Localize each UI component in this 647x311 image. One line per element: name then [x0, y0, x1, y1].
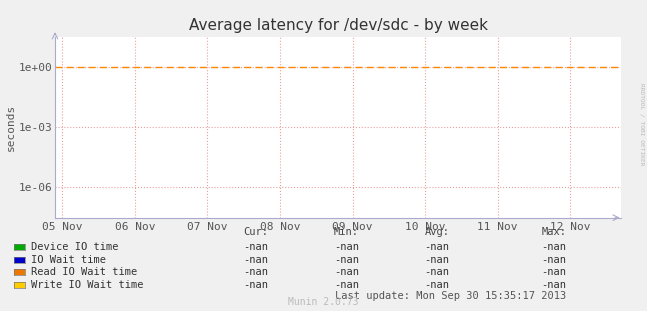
Text: -nan: -nan [424, 242, 450, 252]
Text: -nan: -nan [541, 255, 566, 265]
Text: -nan: -nan [243, 267, 269, 277]
Title: Average latency for /dev/sdc - by week: Average latency for /dev/sdc - by week [188, 18, 488, 33]
Text: Device IO time: Device IO time [31, 242, 118, 252]
Text: -nan: -nan [334, 255, 359, 265]
Y-axis label: seconds: seconds [6, 104, 16, 151]
Text: IO Wait time: IO Wait time [31, 255, 106, 265]
Text: -nan: -nan [541, 242, 566, 252]
Text: -nan: -nan [424, 255, 450, 265]
Text: -nan: -nan [334, 267, 359, 277]
Text: Cur:: Cur: [243, 227, 269, 237]
Text: Write IO Wait time: Write IO Wait time [31, 280, 144, 290]
Text: Avg:: Avg: [424, 227, 450, 237]
Text: -nan: -nan [541, 267, 566, 277]
Text: -nan: -nan [334, 280, 359, 290]
Text: -nan: -nan [243, 280, 269, 290]
Text: Min:: Min: [334, 227, 359, 237]
Text: Read IO Wait time: Read IO Wait time [31, 267, 137, 277]
Text: -nan: -nan [424, 280, 450, 290]
Text: Last update: Mon Sep 30 15:35:17 2013: Last update: Mon Sep 30 15:35:17 2013 [335, 291, 566, 301]
Text: RRDTOOL / TOBI OETIKER: RRDTOOL / TOBI OETIKER [640, 83, 645, 166]
Text: -nan: -nan [334, 242, 359, 252]
Text: Munin 2.0.73: Munin 2.0.73 [289, 297, 358, 307]
Text: -nan: -nan [243, 255, 269, 265]
Text: Max:: Max: [541, 227, 566, 237]
Text: -nan: -nan [424, 267, 450, 277]
Text: -nan: -nan [243, 242, 269, 252]
Text: -nan: -nan [541, 280, 566, 290]
